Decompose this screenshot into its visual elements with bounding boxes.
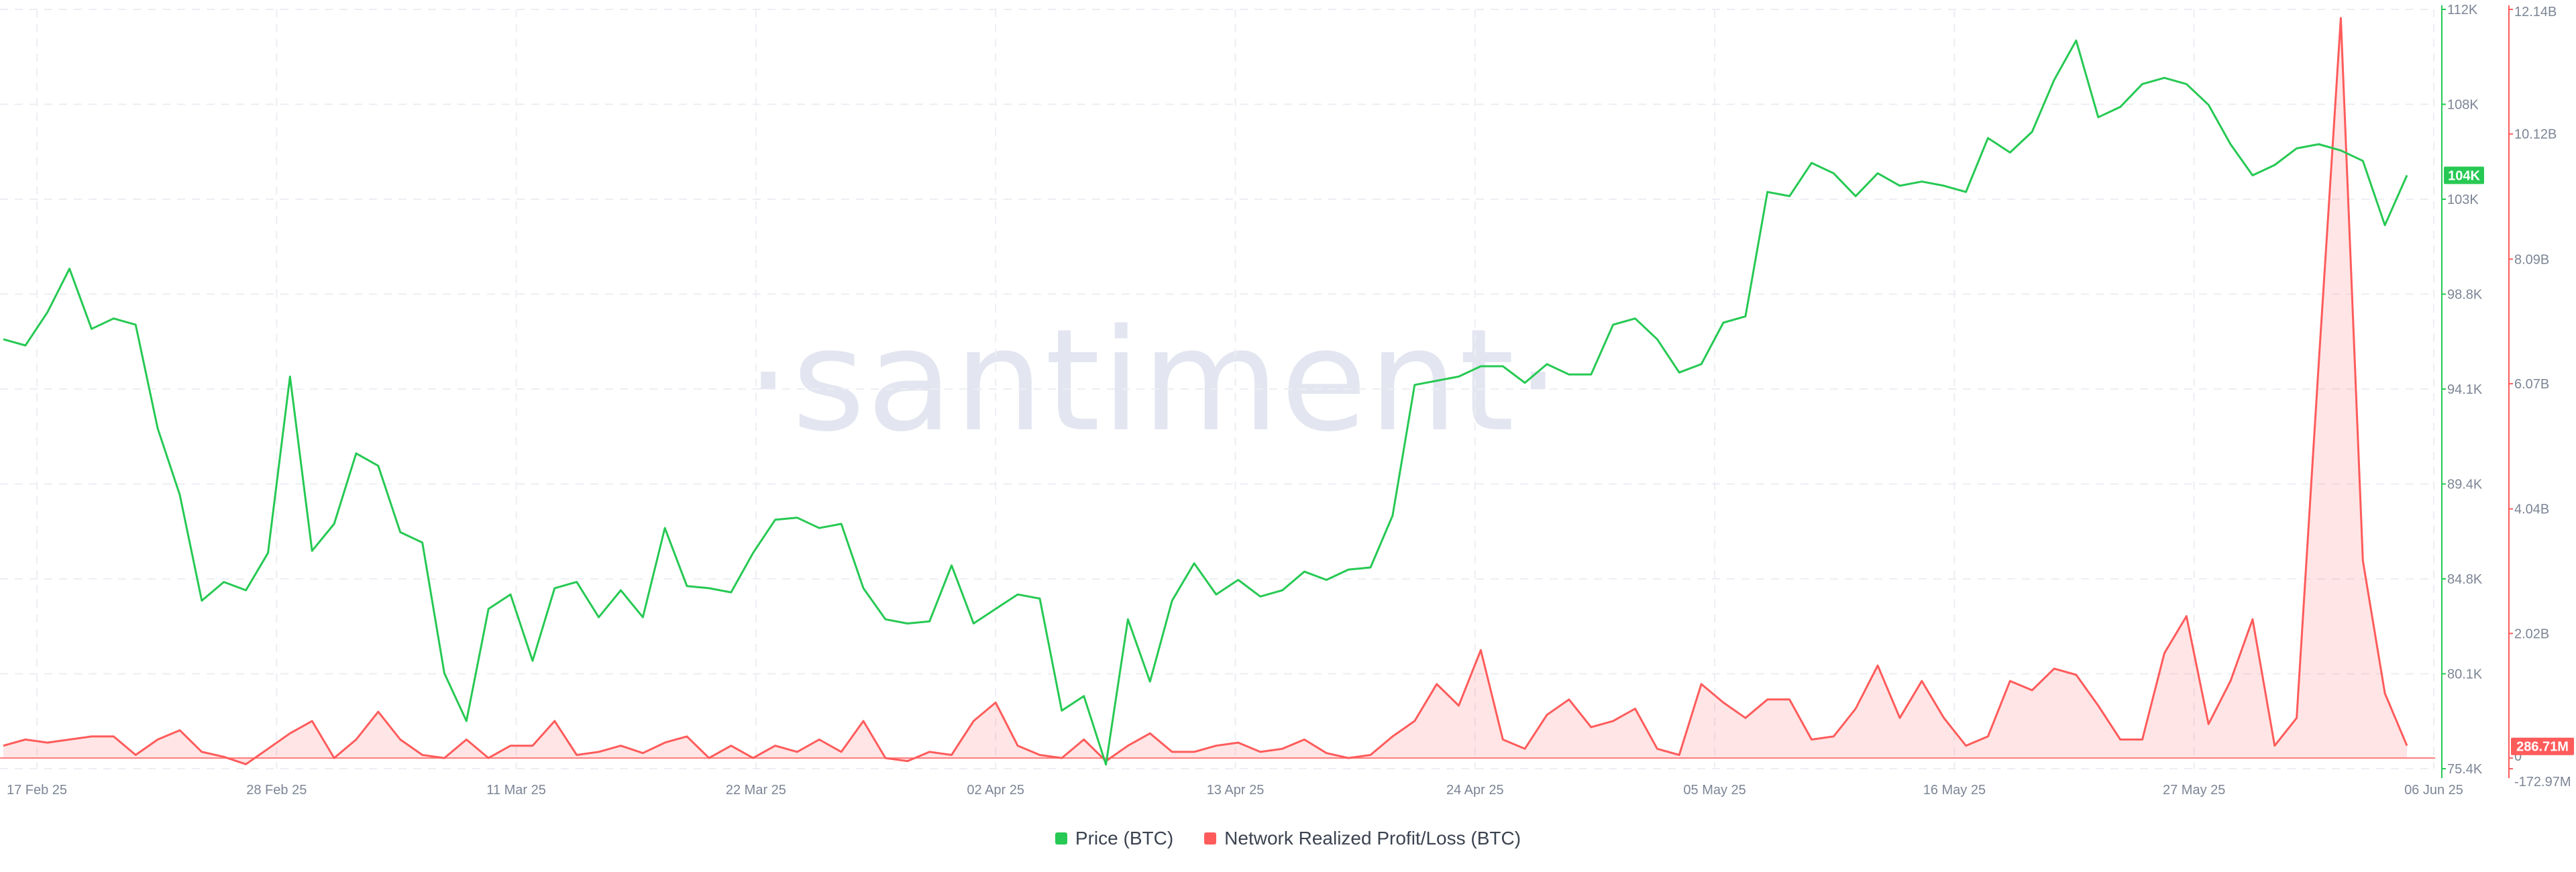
x-tick-label: 28 Feb 25 — [246, 783, 307, 798]
pnl-line — [3, 17, 2408, 765]
pnl-tick-label: -172.97M — [2514, 775, 2571, 789]
pnl-last-badge — [2511, 737, 2574, 755]
price-tick-label: 89.4K — [2447, 478, 2483, 492]
x-tick-label: 27 May 25 — [2163, 783, 2225, 798]
legend-item-price[interactable]: Price (BTC) — [1055, 828, 1173, 849]
price-line — [3, 39, 2408, 766]
legend-label-pnl: Network Realized Profit/Loss (BTC) — [1224, 828, 1521, 849]
pnl-last-value: 286.71M — [2516, 740, 2569, 755]
legend-item-pnl[interactable]: Network Realized Profit/Loss (BTC) — [1204, 828, 1521, 849]
pnl-area — [3, 17, 2407, 765]
price-tick-label: 84.8K — [2447, 572, 2483, 587]
pnl-tick-label: 10.12B — [2514, 127, 2557, 142]
legend-swatch-pnl — [1204, 832, 1217, 844]
price-tick-label: 80.1K — [2447, 667, 2483, 682]
pnl-tick-label: 0 — [2514, 749, 2522, 764]
series-layer — [0, 17, 2435, 766]
x-tick-label: 06 Jun 25 — [2404, 783, 2463, 798]
price-tick-label: 108K — [2447, 98, 2479, 113]
price-tick-label: 94.1K — [2447, 382, 2483, 397]
price-tick-label: 112K — [2447, 3, 2478, 17]
chart-legend: Price (BTC) Network Realized Profit/Loss… — [0, 824, 2576, 853]
x-tick-label: 24 Apr 25 — [1446, 783, 1504, 798]
pnl-tick-label: 6.07B — [2514, 377, 2549, 392]
price-last-badge — [2444, 166, 2484, 184]
price-tick-label: 75.4K — [2447, 762, 2483, 777]
x-tick-label: 22 Mar 25 — [726, 783, 786, 798]
legend-swatch-price — [1055, 832, 1067, 844]
legend-label-price: Price (BTC) — [1075, 828, 1174, 849]
price-tick-label: 98.8K — [2447, 288, 2483, 303]
price-last-value: 104K — [2448, 168, 2480, 183]
x-tick-label: 13 Apr 25 — [1207, 783, 1265, 798]
pnl-tick-label: 4.04B — [2514, 502, 2549, 517]
x-tick-label: 16 May 25 — [1923, 783, 1986, 798]
x-tick-label: 17 Feb 25 — [7, 783, 67, 798]
grid-lines — [0, 9, 2435, 769]
santiment-watermark: ·santiment· — [746, 298, 1562, 463]
x-tick-label: 02 Apr 25 — [967, 783, 1024, 798]
x-tick-label: 05 May 25 — [1683, 783, 1746, 798]
pnl-tick-label: 8.09B — [2514, 252, 2549, 267]
axis-layer: 75.4K 80.1K 84.8K 89.4K 94.1K 98.8K 103K 108K 11… — [7, 3, 2574, 798]
pnl-tick-label: 12.14B — [2514, 5, 2557, 19]
price-tick-label: 103K — [2447, 193, 2479, 207]
x-tick-label: 11 Mar 25 — [486, 783, 546, 798]
pnl-tick-label: 2.02B — [2514, 626, 2549, 641]
